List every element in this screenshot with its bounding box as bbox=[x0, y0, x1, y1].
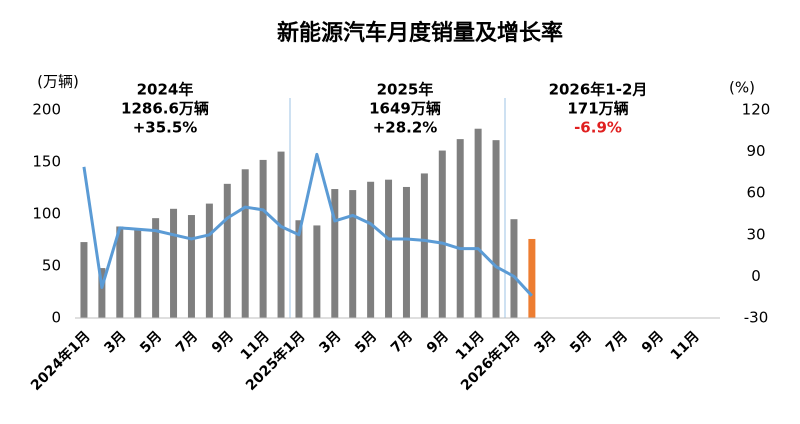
bar bbox=[492, 140, 500, 318]
y2-tick-label: 60 bbox=[746, 184, 765, 202]
annotation: +28.2% bbox=[373, 119, 438, 137]
x-tick-label: 7月 bbox=[388, 328, 416, 356]
bar bbox=[456, 139, 464, 318]
y-tick-label: 50 bbox=[42, 257, 61, 275]
y-tick-label: 150 bbox=[32, 153, 61, 171]
y2-tick-label: 0 bbox=[751, 267, 761, 285]
bar bbox=[331, 189, 339, 318]
line bbox=[82, 152, 533, 297]
x-tick-label: 2024年1月 bbox=[27, 328, 93, 394]
annotation: 2025年 bbox=[377, 81, 434, 99]
bar bbox=[259, 159, 267, 318]
x-tick-label: 3月 bbox=[531, 328, 559, 356]
annotation: -6.9% bbox=[574, 119, 622, 137]
x-tick-label: 9月 bbox=[639, 328, 667, 356]
x-tick-label: 9月 bbox=[209, 328, 237, 356]
bar bbox=[223, 183, 231, 318]
bar bbox=[170, 208, 178, 318]
bar bbox=[98, 268, 106, 318]
bar bbox=[116, 226, 124, 318]
x-tick-label: 7月 bbox=[173, 328, 201, 356]
y-tick-label: 200 bbox=[32, 101, 61, 119]
y2-tick-label: 120 bbox=[742, 101, 771, 119]
x-tick-label: 9月 bbox=[424, 328, 452, 356]
annotation: 1649万辆 bbox=[369, 100, 441, 118]
bar bbox=[402, 186, 410, 318]
annotation: 1286.6万辆 bbox=[121, 100, 209, 118]
annotation: 171万辆 bbox=[567, 100, 628, 118]
bar bbox=[313, 225, 321, 318]
x-tick-label: 7月 bbox=[603, 328, 631, 356]
bar bbox=[80, 242, 88, 318]
x-tick-label: 3月 bbox=[101, 328, 129, 356]
bar bbox=[349, 190, 357, 318]
y-axis-label: (万辆) bbox=[37, 73, 79, 91]
bar bbox=[295, 220, 303, 318]
y2-tick-label: 30 bbox=[746, 225, 765, 243]
x-tick-label: 5月 bbox=[567, 328, 595, 356]
bar bbox=[438, 150, 446, 318]
bar bbox=[187, 215, 195, 318]
bar bbox=[528, 238, 536, 318]
bar bbox=[134, 229, 142, 318]
y2-tick-label: -30 bbox=[744, 309, 769, 327]
bar bbox=[277, 151, 285, 318]
bar bbox=[241, 169, 249, 318]
y-tick-label: 100 bbox=[32, 205, 61, 223]
bar bbox=[420, 173, 428, 318]
bar bbox=[510, 219, 518, 318]
y-tick-label: 0 bbox=[51, 309, 61, 327]
x-tick-label: 5月 bbox=[352, 328, 380, 356]
bar bbox=[474, 128, 482, 318]
annotation: 2026年1-2月 bbox=[549, 81, 648, 99]
x-tick-label: 3月 bbox=[316, 328, 344, 356]
chart-title: 新能源汽车月度销量及增长率 bbox=[277, 20, 563, 46]
bar bbox=[385, 179, 393, 318]
annotation: 2024年 bbox=[137, 81, 194, 99]
bar bbox=[205, 203, 213, 318]
x-tick-label: 5月 bbox=[137, 328, 165, 356]
y2-tick-label: 90 bbox=[746, 142, 765, 160]
bar bbox=[152, 218, 160, 318]
bar bbox=[367, 181, 375, 318]
y2-axis-label: (%) bbox=[729, 79, 755, 97]
annotation: +35.5% bbox=[133, 119, 198, 137]
x-tick-label: 11月 bbox=[668, 328, 703, 363]
